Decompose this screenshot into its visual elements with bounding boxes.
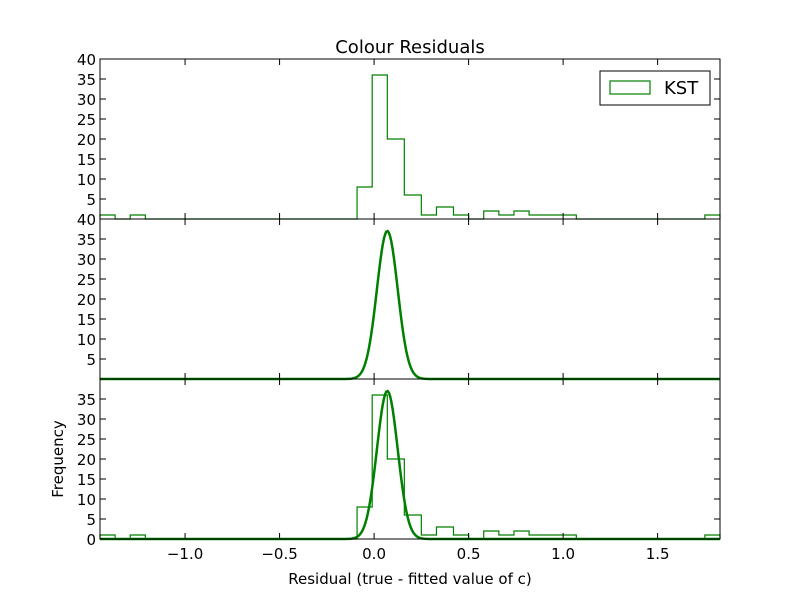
x-tick-label: 0.5 <box>457 545 481 563</box>
histogram-steps <box>99 74 721 220</box>
y-tick-label: 10 <box>77 491 96 509</box>
y-tick-label: 25 <box>77 431 96 449</box>
combined-panel: 0 5 10 15 20 25 30 35 −1.0 −0.5 0.0 0.5 1.0 1.5 Freque… <box>49 378 721 563</box>
y-tick-label: 5 <box>86 191 96 209</box>
chart-title: Colour Residuals <box>335 37 485 58</box>
y-tick-label: 25 <box>77 111 96 129</box>
x-tick-label: −1.0 <box>167 545 203 563</box>
y-tick-label: 35 <box>77 391 96 409</box>
y-tick-label: 30 <box>77 411 96 429</box>
x-tick-label: 1.0 <box>551 545 575 563</box>
x-tick-label: 1.5 <box>646 545 670 563</box>
y-tick-label: 10 <box>77 171 96 189</box>
y-tick-label: 15 <box>77 311 96 329</box>
y-tick-label: 20 <box>77 451 96 469</box>
x-axis-label: Residual (true - fitted value of c) <box>288 570 532 588</box>
y-tick-label: 10 <box>77 331 96 349</box>
y-tick-label: 20 <box>77 291 96 309</box>
y-tick-label: 25 <box>77 271 96 289</box>
y-tick-label: 35 <box>77 231 96 249</box>
y-tick-label: 5 <box>86 351 96 369</box>
legend-label: KST <box>664 78 699 99</box>
legend-swatch <box>609 80 651 95</box>
panels-group: 5 10 15 20 25 30 35 40 KST 5 10 15 20 25 30 35 40 0 5 10 15 2… <box>49 51 721 563</box>
y-tick-label: 40 <box>77 51 96 69</box>
y-tick-label: 0 <box>86 531 96 549</box>
y-tick-label: 15 <box>77 151 96 169</box>
legend: KST <box>599 70 711 106</box>
y-tick-label: 5 <box>86 511 96 529</box>
y-axis-label: Frequency <box>49 420 67 498</box>
legend-box <box>599 70 711 106</box>
y-tick-label: 40 <box>77 211 96 229</box>
histogram-steps <box>99 394 721 540</box>
y-tick-label: 30 <box>77 91 96 109</box>
y-tick-label: 35 <box>77 71 96 89</box>
x-tick-label: −0.5 <box>261 545 297 563</box>
y-tick-label: 30 <box>77 251 96 269</box>
y-tick-label: 20 <box>77 131 96 149</box>
y-tick-label: 15 <box>77 471 96 489</box>
x-tick-label: 0.0 <box>362 545 386 563</box>
